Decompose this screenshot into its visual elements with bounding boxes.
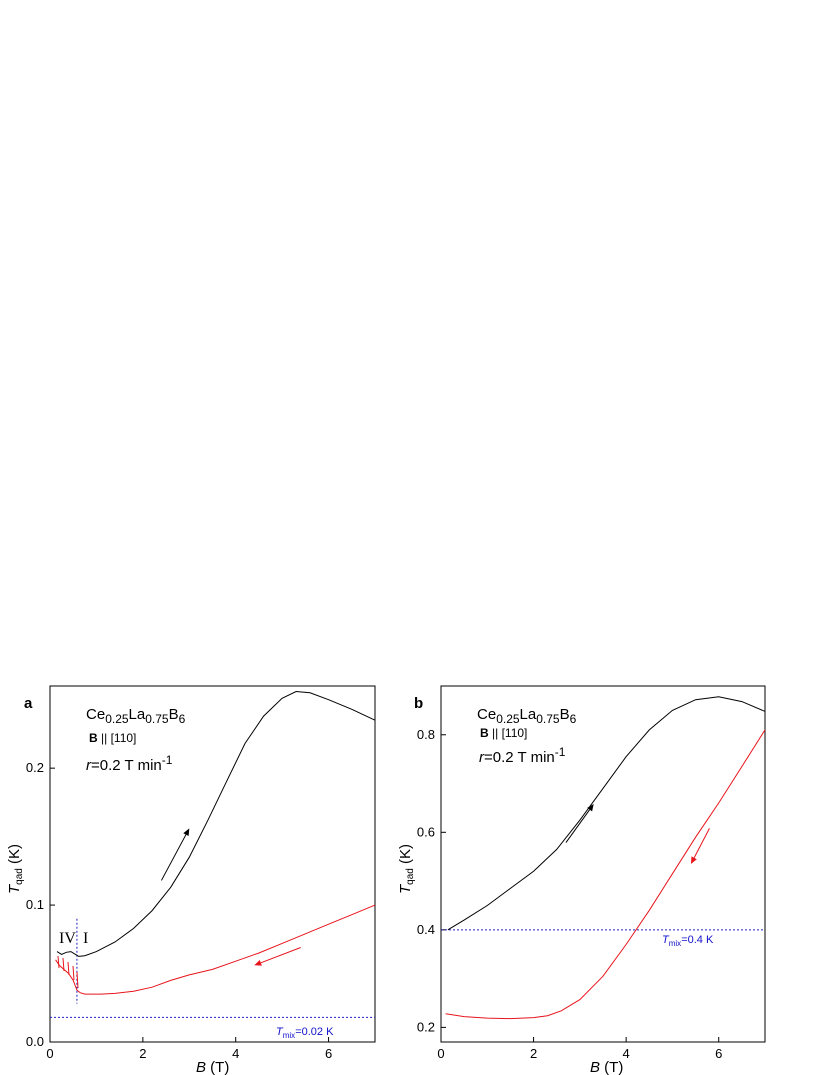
y-tick-label-b-2: 0.6 bbox=[417, 824, 435, 839]
arrows-a bbox=[160, 828, 301, 966]
y-axis-label-a: Tqad (K) bbox=[6, 844, 25, 894]
field-direction-label-b: B || [110] bbox=[480, 726, 527, 740]
x-tick-label-b-3: 6 bbox=[715, 1046, 722, 1061]
y-tick-label-a-1: 0.1 bbox=[26, 897, 44, 912]
phase-label-i: I bbox=[83, 930, 88, 947]
x-tick-label-b-1: 2 bbox=[530, 1046, 537, 1061]
panel-letter-b: b bbox=[414, 695, 423, 712]
plot-frame-a bbox=[49, 685, 376, 1043]
arrow-up-a bbox=[160, 828, 190, 881]
series-down-b bbox=[445, 729, 766, 1020]
tick-labels-a: 0 2 4 6 0.0 0.1 0.2 bbox=[26, 760, 332, 1061]
x-tick-label-a-0: 0 bbox=[46, 1046, 53, 1061]
compound-label-a: Ce0.25La0.75B6 bbox=[86, 706, 186, 726]
y-axis-label-b: Tqad (K) bbox=[397, 844, 416, 894]
field-direction-label-a: B || [110] bbox=[89, 731, 136, 745]
tmix-label-b: Tmix=0.4 K bbox=[662, 934, 714, 948]
ticks-b bbox=[440, 734, 720, 1042]
y-tick-label-b-1: 0.4 bbox=[417, 922, 435, 937]
y-tick-label-b-3: 0.8 bbox=[417, 727, 435, 742]
ticks-a bbox=[49, 767, 330, 1043]
arrows-b bbox=[565, 804, 710, 864]
y-tick-label-b-0: 0.2 bbox=[417, 1019, 435, 1034]
compound-label-b: Ce0.25La0.75B6 bbox=[477, 706, 577, 726]
x-tick-label-a-1: 2 bbox=[139, 1046, 146, 1061]
arrow-up-b bbox=[565, 804, 594, 843]
y-tick-label-a-2: 0.2 bbox=[26, 760, 44, 775]
x-tick-label-a-3: 6 bbox=[325, 1046, 332, 1061]
x-axis-label-a: B (T) bbox=[196, 1059, 229, 1075]
x-tick-label-b-0: 0 bbox=[437, 1046, 444, 1061]
x-tick-label-a-2: 4 bbox=[232, 1046, 239, 1061]
series-up-a bbox=[56, 690, 376, 957]
phase-label-iv: IV bbox=[59, 930, 76, 947]
x-axis-label-b: B (T) bbox=[590, 1059, 623, 1075]
x-tick-label-b-2: 4 bbox=[623, 1046, 630, 1061]
panel-b: b 0 2 4 6 0.2 0.4 0.6 0.8 Ce0.25La0.75B6 B || [… bbox=[397, 685, 766, 1075]
arrow-down-b bbox=[690, 828, 710, 864]
arrow-down-a bbox=[254, 947, 301, 966]
sweep-rate-label-a: r=0.2 T min-1 bbox=[86, 753, 173, 774]
series-down-a bbox=[55, 904, 376, 995]
tick-labels-b: 0 2 4 6 0.2 0.4 0.6 0.8 bbox=[417, 727, 722, 1061]
panel-a: a 0 2 4 6 0.0 0.1 0.2 Ce0.25La0.75B6 B || [110… bbox=[6, 685, 376, 1075]
series-up-b bbox=[447, 696, 766, 931]
sweep-rate-label-b: r=0.2 T min-1 bbox=[479, 745, 566, 766]
y-tick-label-a-0: 0.0 bbox=[26, 1034, 44, 1049]
tmix-label-a: Tmix=0.02 K bbox=[276, 1026, 334, 1040]
panel-letter-a: a bbox=[24, 695, 33, 712]
relaxation-spikes-a bbox=[57, 955, 79, 989]
plot-frame-b bbox=[440, 685, 766, 1043]
